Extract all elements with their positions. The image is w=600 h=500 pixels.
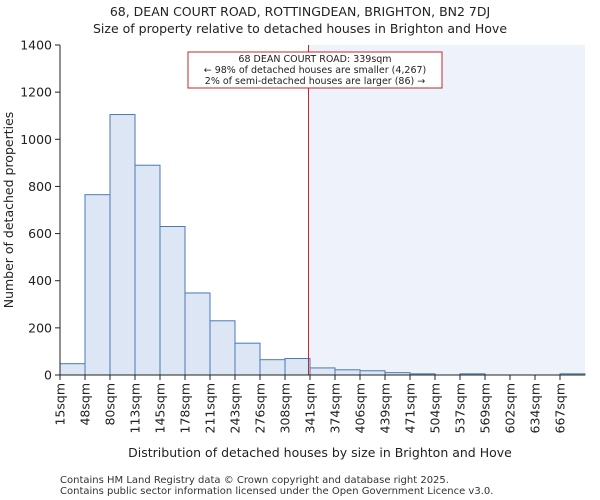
x-tick-label: 537sqm — [453, 383, 468, 433]
y-ticks-group: 0 200 400 600 800 1000 1200 1400 — [20, 38, 60, 383]
bar-178sqm — [184, 292, 211, 376]
bar-406sqm — [359, 370, 386, 376]
bar-113sqm — [134, 164, 161, 376]
x-tick-label: 667sqm — [553, 383, 568, 433]
x-tick-label: 569sqm — [478, 383, 493, 433]
x-tick-label: 48sqm — [78, 383, 93, 426]
annotation-box: 68 DEAN COURT ROAD: 339sqm ← 98% of deta… — [187, 51, 443, 89]
x-tick-label: 504sqm — [428, 383, 443, 433]
bar-145sqm — [159, 226, 186, 376]
y-tick-label: 0 — [44, 368, 52, 383]
y-tick-label: 600 — [28, 226, 52, 241]
bar-308sqm — [284, 358, 311, 376]
footer-line1: Contains HM Land Registry data © Crown c… — [60, 475, 449, 486]
y-axis-label: Number of detached properties — [1, 112, 16, 309]
y-tick-label: 800 — [28, 179, 52, 194]
y-tick-label: 1000 — [20, 132, 52, 147]
bar-243sqm — [234, 342, 261, 376]
bar-276sqm — [259, 359, 286, 376]
bar-341sqm — [309, 367, 336, 376]
annotation-line3: 2% of semi-detached houses are larger (8… — [205, 76, 425, 87]
x-tick-label: 308sqm — [278, 383, 293, 433]
annotation-line1: 68 DEAN COURT ROAD: 339sqm — [238, 54, 391, 65]
larger-houses-region — [308, 45, 585, 375]
x-axis-label: Distribution of detached houses by size … — [128, 445, 512, 460]
x-tick-label: 602sqm — [503, 383, 518, 433]
bar-15sqm — [59, 363, 86, 376]
y-tick-label: 400 — [28, 273, 52, 288]
x-tick-label: 471sqm — [403, 383, 418, 433]
bars-group — [59, 114, 586, 376]
x-tick-label: 80sqm — [103, 383, 118, 426]
x-tick-label: 374sqm — [328, 383, 343, 433]
x-tick-label: 634sqm — [528, 383, 543, 433]
x-tick-label: 15sqm — [53, 383, 68, 426]
x-ticks-group: 15sqm 48sqm 80sqm 113sqm 145sqm 178sqm 211sqm 2… — [53, 375, 568, 433]
x-tick-label: 243sqm — [228, 383, 243, 433]
annotation-line2: ← 98% of detached houses are smaller (4,… — [204, 65, 427, 76]
annotation-border — [187, 51, 443, 89]
chart-title-line1: 68, DEAN COURT ROAD, ROTTINGDEAN, BRIGHT… — [110, 4, 490, 19]
x-tick-label: 439sqm — [378, 383, 393, 433]
chart-title-line2: Size of property relative to detached ho… — [93, 21, 507, 36]
bar-48sqm — [84, 194, 111, 376]
x-tick-label: 145sqm — [153, 383, 168, 433]
x-tick-label: 178sqm — [178, 383, 193, 433]
x-tick-label: 406sqm — [353, 383, 368, 433]
bar-211sqm — [209, 320, 236, 376]
x-tick-label: 276sqm — [253, 383, 268, 433]
x-tick-label: 113sqm — [128, 383, 143, 433]
y-tick-label: 1200 — [20, 85, 52, 100]
x-tick-label: 211sqm — [203, 383, 218, 433]
y-tick-label: 200 — [28, 320, 52, 335]
x-tick-label: 341sqm — [303, 383, 318, 433]
bar-374sqm — [334, 369, 361, 376]
bar-80sqm — [109, 114, 136, 376]
footer-line2: Contains public sector information licen… — [60, 486, 493, 497]
y-tick-label: 1400 — [20, 38, 52, 53]
